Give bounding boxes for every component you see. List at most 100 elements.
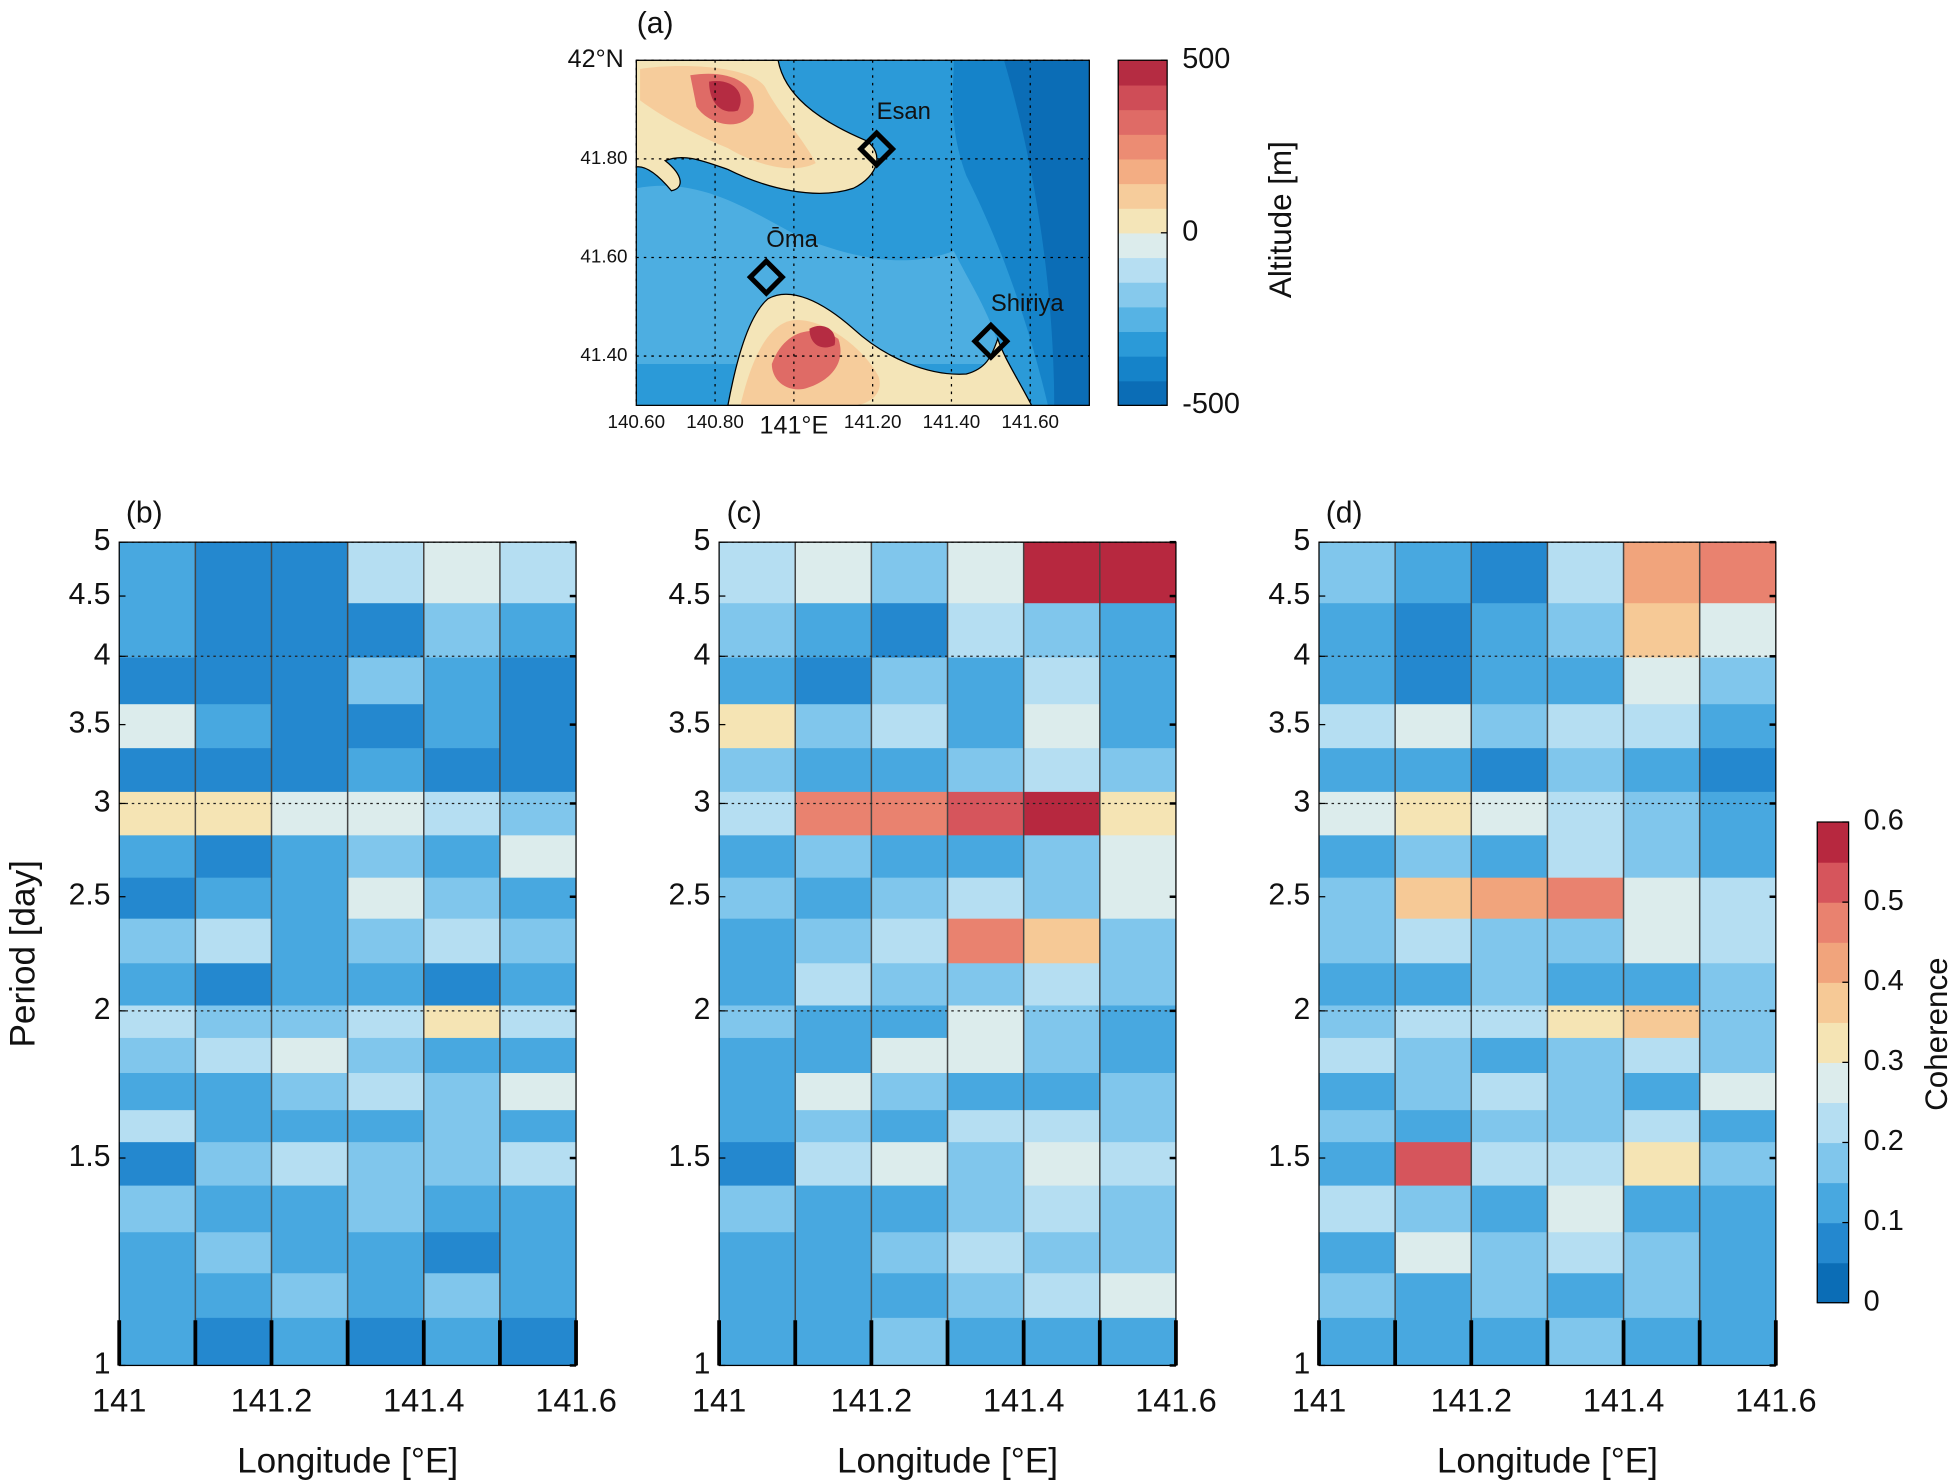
heatmap-cell xyxy=(271,542,349,604)
y-tick-label: 3 xyxy=(1293,785,1310,818)
y-tick-label: 4 xyxy=(1293,638,1310,671)
colorbar-swatch xyxy=(1817,1102,1849,1144)
heatmap-cell xyxy=(1023,1072,1101,1111)
heatmap-cell xyxy=(1319,1231,1396,1274)
heatmap-cell xyxy=(1319,1004,1396,1038)
heatmap-cell xyxy=(499,1004,577,1038)
heatmap-cell xyxy=(1319,877,1396,919)
heatmap-cell xyxy=(1471,747,1549,792)
heatmap-cell xyxy=(195,1317,273,1366)
heatmap-cell xyxy=(947,1184,1025,1233)
heatmap-cell xyxy=(719,791,796,836)
heatmap-cell xyxy=(795,542,873,604)
heatmap-cell xyxy=(1099,877,1176,919)
colorbar-swatch xyxy=(1118,60,1168,86)
heatmap-cell xyxy=(795,1317,873,1366)
heatmap-cell xyxy=(1099,1272,1176,1318)
heatmap-cell xyxy=(1319,962,1396,1006)
panel-label: (a) xyxy=(637,7,674,40)
heatmap-cell xyxy=(1099,1109,1176,1143)
heatmap-cell xyxy=(871,1141,949,1186)
heatmap-cell xyxy=(1319,834,1396,878)
heatmap-cell xyxy=(871,962,949,1006)
heatmap-cell xyxy=(1623,791,1701,836)
heatmap-cell xyxy=(119,747,196,792)
heatmap-cell xyxy=(719,1141,796,1186)
heatmap-cell xyxy=(1319,1272,1396,1318)
y-tick-label: 2.5 xyxy=(69,879,111,912)
heatmap-cell xyxy=(1699,1231,1776,1274)
heatmap-cell xyxy=(347,1272,425,1318)
station-marker xyxy=(857,129,897,169)
map-background xyxy=(636,60,1090,406)
heatmap-cell xyxy=(423,1109,501,1143)
heatmap-cell xyxy=(719,542,796,604)
heatmap-cell xyxy=(719,656,796,705)
panel-label: (b) xyxy=(126,497,163,530)
colorbar-tick-label: 0 xyxy=(1182,215,1198,247)
colorbar-swatch xyxy=(1817,1262,1849,1304)
chart-layer: (a)140.60 140.80 141°E 141.20 141.40 141.6042… xyxy=(3,7,1954,1481)
colorbar-swatch xyxy=(1118,331,1168,357)
x-tick-label: 141 xyxy=(1292,1382,1346,1419)
heatmap-cell xyxy=(1099,1317,1176,1366)
x-tick-label: 141 xyxy=(692,1382,746,1419)
heatmap-cell xyxy=(871,918,949,964)
heatmap-cell xyxy=(119,703,196,749)
x-tick-label: 140.60 xyxy=(608,411,666,432)
colorbar-swatch xyxy=(1118,158,1168,185)
heatmap-cell xyxy=(871,602,949,658)
y-tick-label: 41.40 xyxy=(580,344,627,365)
heatmap-cell xyxy=(1023,1037,1101,1074)
heatmap-cell xyxy=(871,834,949,878)
heatmap-cell xyxy=(423,834,501,878)
colorbar-swatch xyxy=(1817,1062,1849,1104)
heatmap-cell xyxy=(719,1109,796,1143)
heatmap-cell xyxy=(1395,703,1472,749)
heatmap-cell xyxy=(119,1184,196,1233)
heatmap-cell xyxy=(119,1231,196,1274)
heatmap-cell xyxy=(1699,877,1776,919)
figure-root: (a)140.60 140.80 141°E 141.20 141.40 141.6042… xyxy=(3,7,1954,1481)
heatmap-cell xyxy=(347,656,425,705)
y-tick-label: 2.5 xyxy=(668,879,710,912)
heatmap-cell xyxy=(1395,656,1472,705)
heatmap-cell xyxy=(195,602,273,658)
heatmap-cell xyxy=(1547,542,1625,604)
colorbar-tick-label: 0.6 xyxy=(1864,805,1904,837)
heatmap-cell xyxy=(347,1037,425,1074)
heatmap-cell xyxy=(1023,542,1101,604)
heatmap-cell xyxy=(347,1231,425,1274)
heatmap-cell xyxy=(1023,1004,1101,1038)
colorbar-swatch xyxy=(1817,982,1849,1023)
heatmap-cell xyxy=(1623,1317,1701,1366)
heatmap-cell xyxy=(1547,1141,1625,1186)
heatmap-cell xyxy=(1395,918,1472,964)
heatmap-cell xyxy=(1099,1004,1176,1038)
heatmap-cell xyxy=(719,703,796,749)
heatmap-cell xyxy=(947,1004,1025,1038)
colorbar-swatch xyxy=(1817,1222,1849,1264)
heatmap-cell xyxy=(499,918,577,964)
heatmap-cell xyxy=(795,1272,873,1318)
heatmap-cell xyxy=(795,602,873,658)
heatmap-cell xyxy=(1023,791,1101,836)
x-axis-label: Longitude [°E] xyxy=(837,1442,1058,1481)
heatmap-cells xyxy=(1319,542,1776,1366)
colorbar-swatch xyxy=(1118,84,1168,111)
heatmap-cell xyxy=(1623,877,1701,919)
heatmap-cell xyxy=(1699,834,1776,878)
heatmap-cell xyxy=(947,918,1025,964)
y-tick-label: 4.5 xyxy=(1268,578,1310,611)
heatmap-cell xyxy=(947,747,1025,792)
heatmap-cell xyxy=(499,791,577,836)
heatmap-cell xyxy=(1547,747,1625,792)
x-tick-label: 141.4 xyxy=(983,1382,1065,1419)
heatmap-cell xyxy=(1547,1272,1625,1318)
heatmap-cell xyxy=(1623,1231,1701,1274)
heatmap-cell xyxy=(871,1072,949,1111)
y-tick-label: 1.5 xyxy=(1268,1140,1310,1173)
heatmap-cell xyxy=(271,834,349,878)
x-tick-label: 141.20 xyxy=(844,411,902,432)
heatmap-cell xyxy=(1699,703,1776,749)
